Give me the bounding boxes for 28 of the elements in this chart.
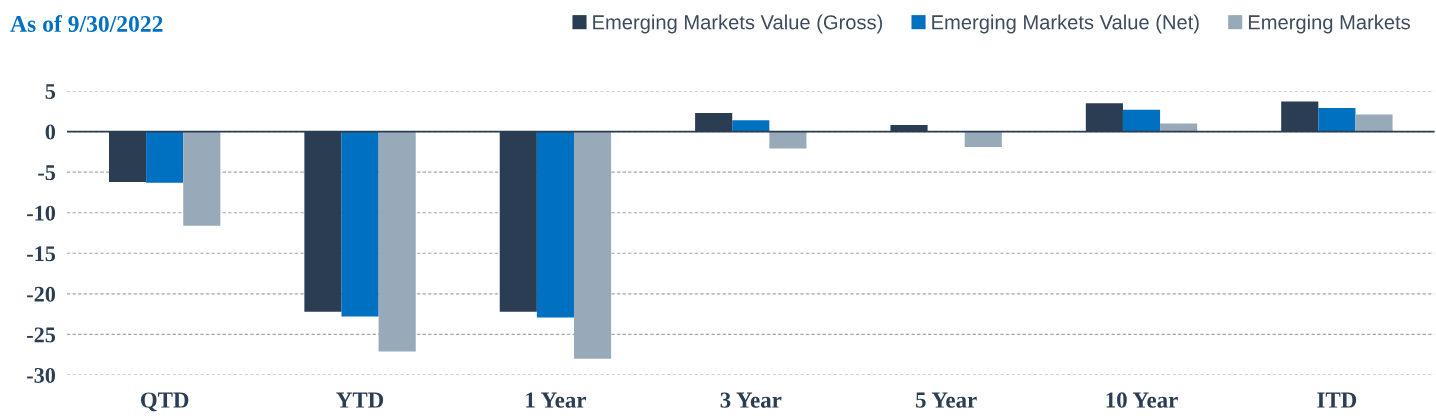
x-tick-label: 10 Year (1106, 392, 1178, 408)
y-tick-label: -5 (38, 165, 56, 181)
y-tick-label: 5 (45, 84, 56, 99)
bar (341, 131, 379, 317)
x-tick-label: 5 Year (916, 392, 977, 408)
y-tick-label: -30 (27, 367, 56, 383)
chart-subtitle: As of 9/30/2022 (10, 15, 163, 32)
legend-label: Emerging Markets Value (Gross) (593, 14, 883, 34)
y-tick-label: -25 (27, 327, 56, 343)
x-tick-label: ITD (1317, 392, 1357, 408)
bar (146, 131, 184, 183)
bar (1122, 109, 1161, 132)
x-tick-label: 3 Year (720, 392, 782, 408)
bar (536, 131, 574, 318)
y-tick-label: -15 (27, 246, 56, 262)
y-tick-label: -20 (27, 286, 56, 302)
bar (732, 120, 770, 132)
legend-label: Emerging Markets (1248, 14, 1410, 34)
bar (964, 131, 1002, 147)
x-tick-label: QTD (140, 392, 189, 412)
y-tick-label: 0 (45, 124, 56, 140)
bar (769, 131, 807, 149)
y-tick-label: -10 (27, 205, 56, 221)
x-tick-label: YTD (336, 392, 384, 408)
bar (1318, 108, 1356, 132)
bar (1355, 114, 1393, 132)
legend-label: Emerging Markets Value (Net) (932, 14, 1199, 34)
x-tick-label: 1 Year (526, 392, 586, 408)
